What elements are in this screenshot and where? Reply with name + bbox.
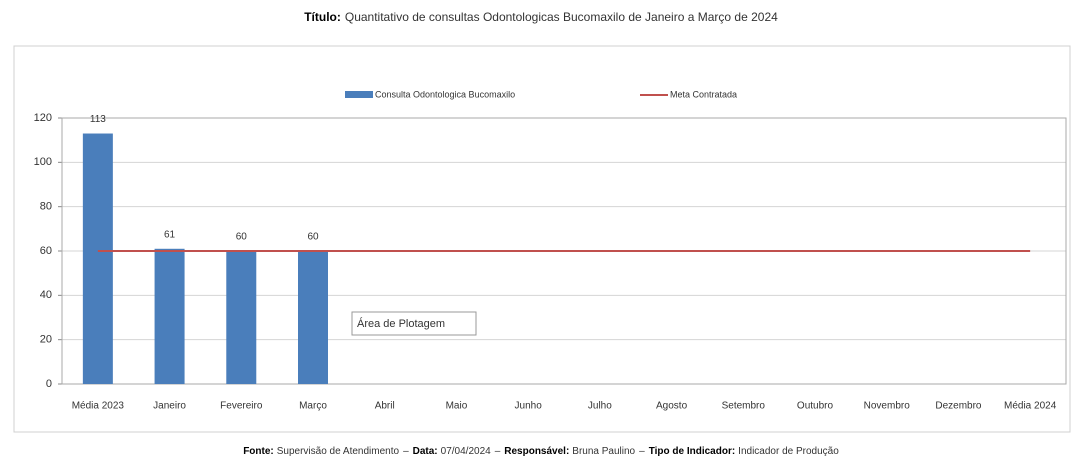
x-tick-label: Janeiro	[153, 401, 186, 412]
data-label: 61	[164, 229, 176, 240]
annotation: Área de Plotagem	[357, 317, 445, 330]
x-tick-label: Dezembro	[935, 401, 982, 412]
y-tick-label: 100	[34, 156, 52, 168]
y-tick-label: 40	[40, 289, 52, 301]
footer-value: Supervisão de Atendimento	[277, 446, 400, 457]
annotation-box	[351, 311, 477, 336]
bar	[298, 251, 328, 384]
title: Título: Quantitativo de consultas Odontol…	[304, 10, 778, 24]
footer-label: Fonte:	[243, 446, 274, 457]
footer-label: Tipo de Indicador:	[649, 446, 735, 457]
bar	[226, 251, 257, 384]
x-tick-label: Junho	[515, 401, 543, 412]
data-label: 60	[236, 232, 248, 243]
legend-label: Meta Contratada	[670, 89, 737, 99]
footer-value: 07/04/2024	[441, 446, 491, 457]
footer-separator: –	[403, 446, 409, 457]
chart-frame	[13, 45, 1071, 433]
data-label: 60	[307, 232, 319, 243]
x-tick-label: Novembro	[864, 401, 911, 412]
y-tick-label: 0	[46, 378, 52, 390]
legend-label: Consulta Odontologica Bucomaxilo	[375, 89, 515, 99]
x-tick-label: Outubro	[797, 401, 834, 412]
y-tick-label: 20	[40, 334, 52, 346]
x-tick-label: Abril	[375, 401, 395, 412]
footer-separator: –	[639, 446, 645, 457]
plot-area	[61, 117, 1067, 385]
data-label: 113	[90, 114, 106, 125]
footer-value: Bruna Paulino	[572, 446, 635, 457]
x-tick-label: Março	[299, 401, 327, 412]
title-text: Quantitativo de consultas Odontologicas …	[345, 10, 778, 24]
footer-label: Data:	[413, 446, 438, 457]
x-tick-label: Agosto	[656, 401, 688, 412]
legend-swatch	[345, 91, 373, 98]
x-tick-label: Média 2024	[1004, 401, 1057, 412]
title-label: Título:	[304, 10, 341, 24]
x-tick-label: Média 2023	[72, 401, 125, 412]
y-tick-label: 60	[40, 245, 52, 257]
y-tick-label: 80	[40, 201, 52, 213]
footer-separator: –	[495, 446, 501, 457]
x-tick-label: Maio	[446, 401, 468, 412]
bar	[154, 248, 185, 384]
x-tick-label: Julho	[588, 401, 612, 412]
footer-value: Indicador de Produção	[738, 446, 839, 457]
x-tick-label: Fevereiro	[220, 401, 263, 412]
y-tick-label: 120	[34, 112, 52, 124]
bar	[82, 133, 113, 384]
x-tick-label: Setembro	[722, 401, 766, 412]
footer: Fonte: Supervisão de Atendimento – Data: 07/…	[243, 446, 839, 457]
footer-label: Responsável:	[504, 446, 569, 457]
